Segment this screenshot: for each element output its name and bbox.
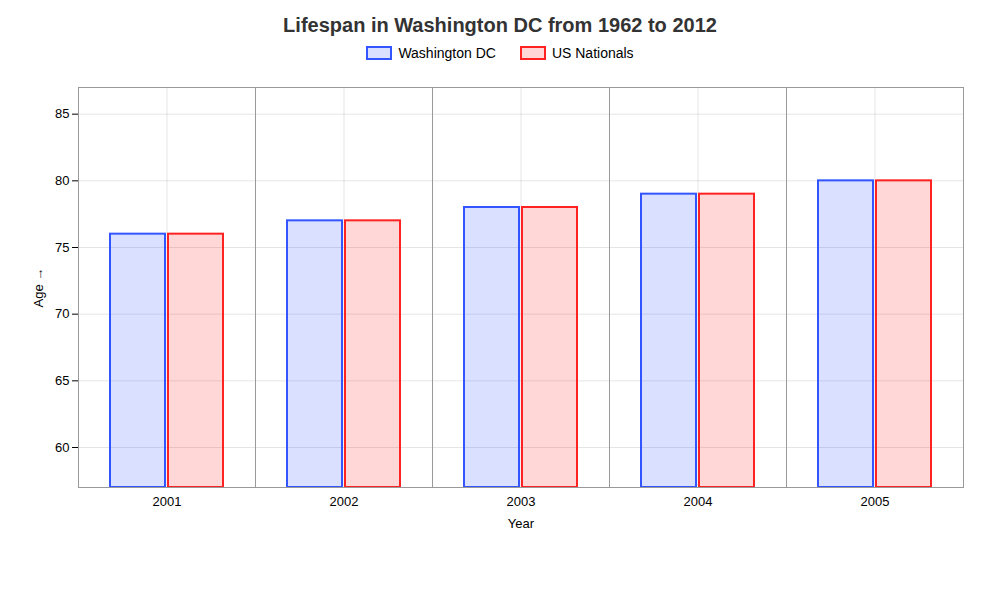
svg-text:70: 70 — [55, 306, 69, 321]
svg-text:85: 85 — [55, 106, 69, 121]
svg-text:2003: 2003 — [507, 494, 536, 509]
svg-text:75: 75 — [55, 240, 69, 255]
svg-text:80: 80 — [55, 173, 69, 188]
html-text:Lifespan in Washington DC from: Lifespan in Washington DC from 1962 to 2… — [283, 14, 717, 36]
html-text:Washington DC: Washington DC — [398, 45, 496, 61]
svg-text:2005: 2005 — [861, 494, 890, 509]
svg-text:65: 65 — [55, 373, 69, 388]
html-text:US Nationals: US Nationals — [551, 45, 634, 61]
svg-text:Age →: Age → — [31, 268, 46, 308]
svg-text:2001: 2001 — [153, 494, 182, 509]
svg-text:2002: 2002 — [330, 494, 359, 509]
svg-text:60: 60 — [55, 440, 69, 455]
svg-text:2004: 2004 — [684, 494, 713, 509]
svg-text:Year: Year — [508, 516, 535, 531]
